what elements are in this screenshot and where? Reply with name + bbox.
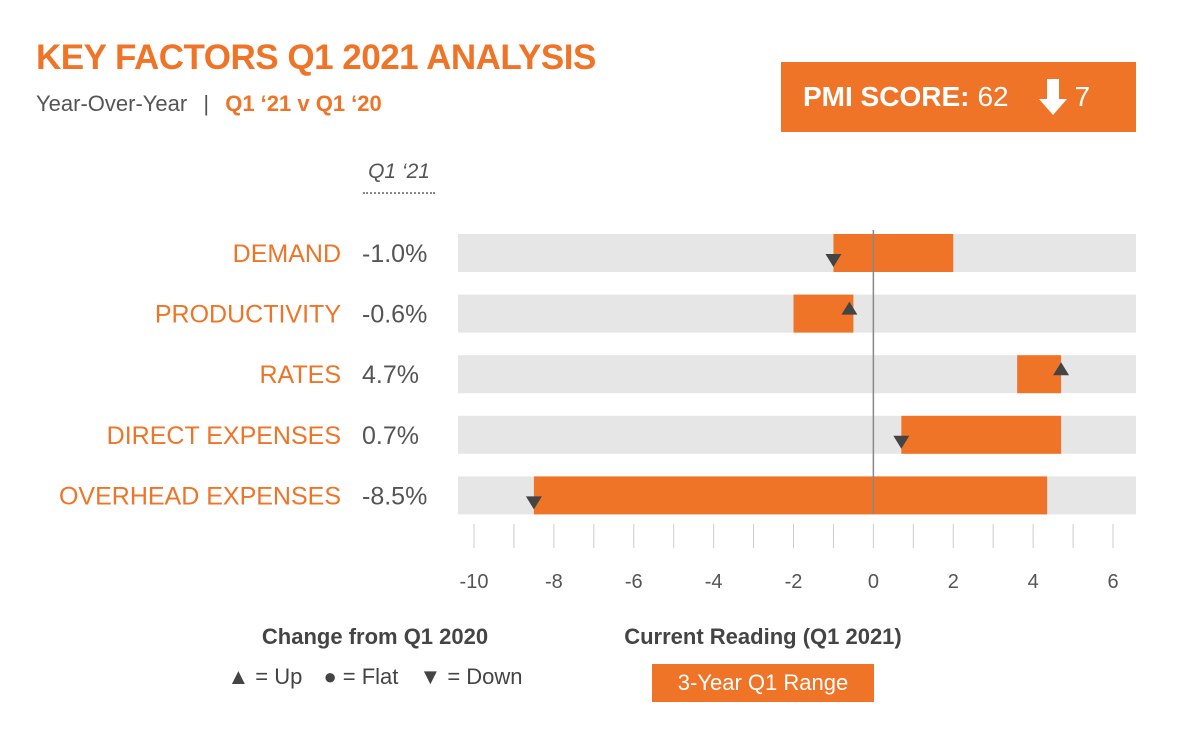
flat-legend-label: = Flat [342,664,399,689]
range-legend-swatch: 3-Year Q1 Range [652,664,874,702]
change-legend: Change from Q1 2020 ▲ = Up ● = Flat ▼ = Dow… [210,624,540,690]
down-marker [525,496,542,510]
current-value-label: 4.7% [362,361,419,389]
range-bar [901,415,1062,454]
category-label: OVERHEAD EXPENSES [59,482,341,510]
up-legend-label: = Up [255,664,303,689]
current-value-label: -1.0% [362,240,427,268]
category-label: DEMAND [233,240,341,268]
up-triangle-icon: ▲ [227,664,250,689]
pmi-score-value: 62 [977,81,1009,112]
up-marker [1053,362,1070,376]
current-reading-legend-title: Current Reading (Q1 2021) [624,624,902,649]
column-header: Q1 ‘21 [363,160,435,194]
x-tick-label: -2 [785,571,803,593]
down-legend-label: = Down [447,664,523,689]
row-track [458,234,1136,272]
x-tick-label: 4 [1028,571,1039,593]
subtitle-compare: Q1 ‘21 v Q1 ‘20 [225,91,382,116]
x-tick-label: -8 [545,571,563,593]
change-legend-title: Change from Q1 2020 [261,624,489,649]
current-value-label: -8.5% [362,482,427,510]
current-value-label: 0.7% [362,422,419,450]
arrow-down-icon [1038,79,1067,115]
subtitle-period: Year-Over-Year [36,91,188,116]
range-bar [833,234,954,272]
range-chart: DEMAND -1.0% PRODUCTIVITY -0.6% RATES 4.7% DIR… [59,230,1136,593]
x-tick-label: 2 [948,571,959,593]
chart-title: KEY FACTORS Q1 2021 ANALYSIS [36,38,596,77]
x-tick-label: -4 [705,571,723,593]
down-marker [825,254,842,267]
pmi-label: PMI SCORE: [803,81,970,112]
category-label: PRODUCTIVITY [155,301,341,329]
down-triangle-icon: ▼ [419,664,442,689]
subtitle-separator: | [203,91,210,116]
x-tick-label: 0 [868,571,879,593]
current-value-label: -0.6% [362,301,427,329]
category-label: RATES [260,361,342,389]
x-tick-label: 6 [1107,571,1118,593]
subtitle: Year-Over-Year | Q1 ‘21 v Q1 ‘20 [36,91,382,117]
x-tick-label: -10 [460,571,489,593]
flat-dot-icon: ● [323,664,337,689]
category-label: DIRECT EXPENSES [107,422,341,450]
range-bar [533,476,1048,515]
pmi-change-value: 7 [1074,81,1091,112]
up-marker [841,301,858,315]
down-marker [893,435,910,449]
x-tick-label: -6 [625,571,643,593]
pmi-score-badge: PMI SCORE: 62 7 [781,62,1136,132]
current-reading-legend: Current Reading (Q1 2021) 3-Year Q1 Rang… [598,624,928,702]
